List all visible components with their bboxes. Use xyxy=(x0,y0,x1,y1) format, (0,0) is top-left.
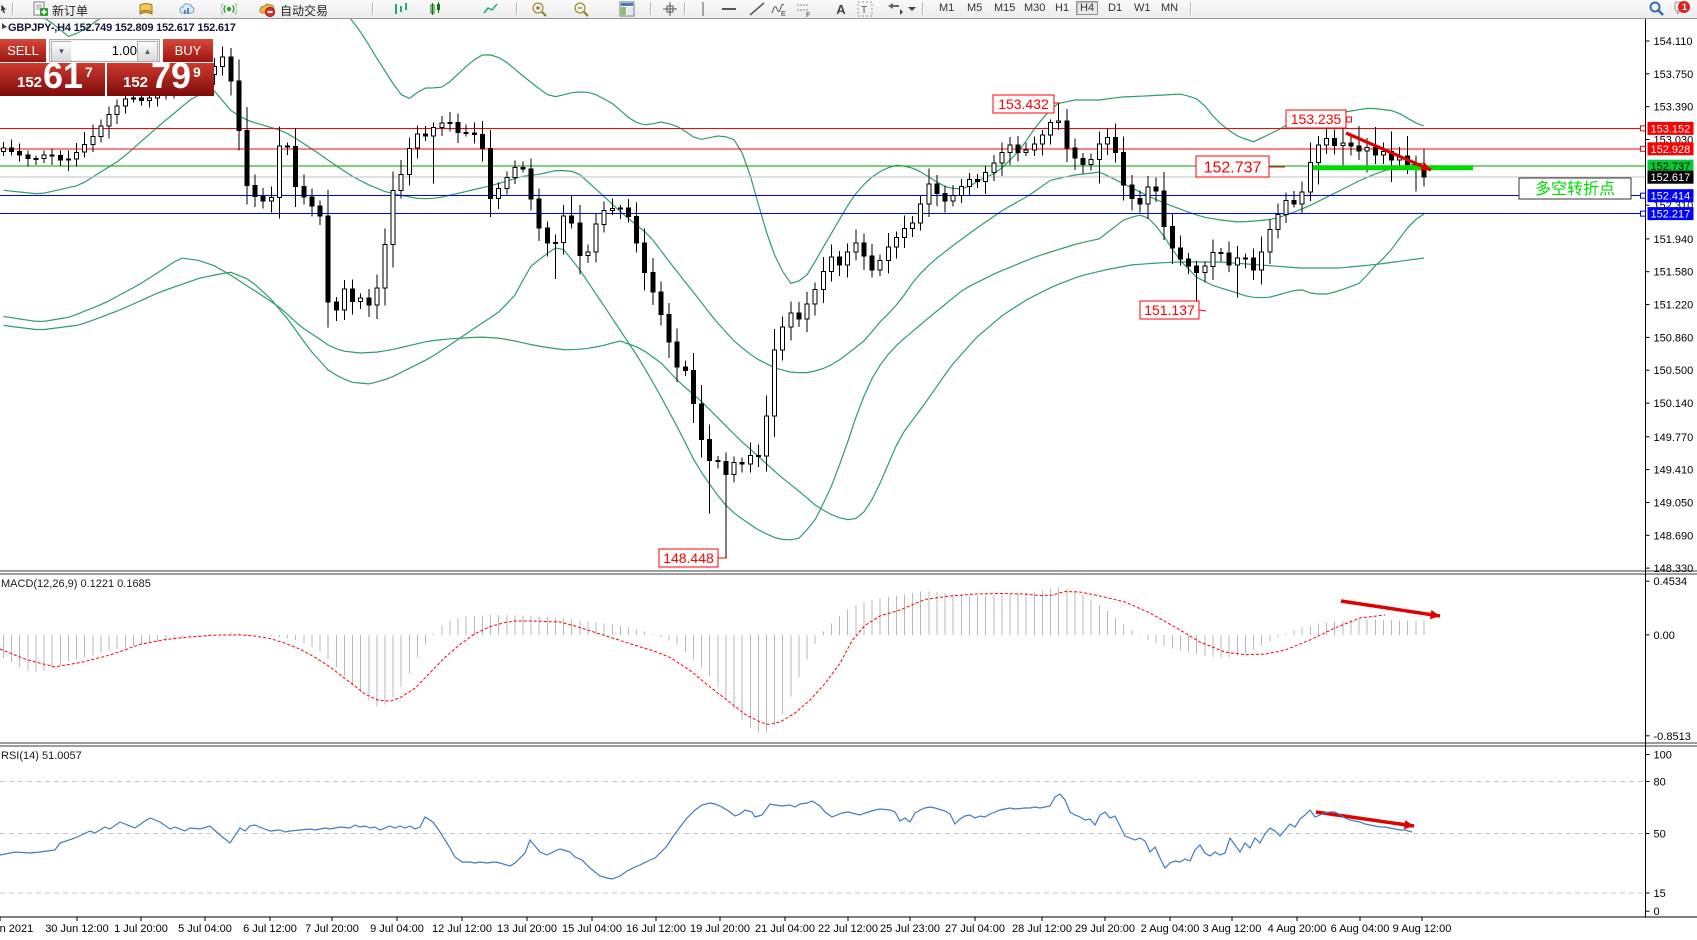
svg-text:-0.8513: -0.8513 xyxy=(1654,731,1691,743)
svg-text:T: T xyxy=(861,5,867,16)
svg-text:3 Aug 12:00: 3 Aug 12:00 xyxy=(1203,923,1262,935)
svg-text:19 Jul 20:00: 19 Jul 20:00 xyxy=(690,923,750,935)
svg-text:153.432: 153.432 xyxy=(998,96,1049,112)
svg-text:148.330: 148.330 xyxy=(1654,563,1694,575)
svg-text:150.500: 150.500 xyxy=(1654,365,1694,377)
svg-text:25 Jul 23:00: 25 Jul 23:00 xyxy=(880,923,940,935)
svg-text:149.050: 149.050 xyxy=(1654,498,1694,510)
svg-text:5 Jul 04:00: 5 Jul 04:00 xyxy=(178,923,232,935)
svg-text:0.4534: 0.4534 xyxy=(1654,576,1688,588)
svg-text:1 Jul 20:00: 1 Jul 20:00 xyxy=(114,923,168,935)
svg-text:13 Jul 20:00: 13 Jul 20:00 xyxy=(497,923,557,935)
svg-text:6 Aug 04:00: 6 Aug 04:00 xyxy=(1331,923,1390,935)
svg-text:151.580: 151.580 xyxy=(1654,267,1694,279)
svg-text:151.940: 151.940 xyxy=(1654,234,1694,246)
svg-text:150.860: 150.860 xyxy=(1654,332,1694,344)
svg-text:F: F xyxy=(806,12,810,17)
svg-text:16 Jul 12:00: 16 Jul 12:00 xyxy=(626,923,686,935)
svg-text:28 Jul 12:00: 28 Jul 12:00 xyxy=(1012,923,1072,935)
svg-text:151.137: 151.137 xyxy=(1144,302,1195,318)
svg-text:9 Aug 12:00: 9 Aug 12:00 xyxy=(1393,923,1452,935)
svg-text:15: 15 xyxy=(1654,888,1666,900)
svg-text:4 Aug 20:00: 4 Aug 20:00 xyxy=(1268,923,1327,935)
svg-text:2 Aug 04:00: 2 Aug 04:00 xyxy=(1141,923,1200,935)
svg-text:RSI(14) 51.0057: RSI(14) 51.0057 xyxy=(1,750,82,762)
svg-text:100: 100 xyxy=(1654,750,1672,762)
svg-text:30 Jun 12:00: 30 Jun 12:00 xyxy=(45,923,109,935)
svg-text:152.217: 152.217 xyxy=(1651,209,1691,221)
svg-text:154.110: 154.110 xyxy=(1654,36,1693,48)
svg-text:152.928: 152.928 xyxy=(1651,144,1691,156)
svg-text:50: 50 xyxy=(1654,829,1666,841)
svg-text:6 Jul 12:00: 6 Jul 12:00 xyxy=(243,923,297,935)
svg-text:152.617: 152.617 xyxy=(1651,172,1691,184)
svg-text:153.235: 153.235 xyxy=(1291,111,1342,127)
svg-text:153.152: 153.152 xyxy=(1651,123,1691,135)
svg-text:多空转折点: 多空转折点 xyxy=(1535,180,1615,198)
svg-text:148.448: 148.448 xyxy=(663,550,714,566)
svg-text:80: 80 xyxy=(1654,777,1666,789)
svg-text:22 Jul 12:00: 22 Jul 12:00 xyxy=(818,923,878,935)
svg-text:152.737: 152.737 xyxy=(1204,159,1262,176)
svg-text:GBPJPY-,H4 152.749 152.809 15: GBPJPY-,H4 152.749 152.809 152.617 152.6… xyxy=(8,22,236,34)
svg-text:150.140: 150.140 xyxy=(1654,398,1694,410)
svg-text:30 Jun 2021: 30 Jun 2021 xyxy=(0,923,33,935)
svg-text:15 Jul 04:00: 15 Jul 04:00 xyxy=(562,923,622,935)
svg-text:153.750: 153.750 xyxy=(1654,69,1694,81)
svg-text:153.390: 153.390 xyxy=(1654,102,1694,114)
svg-text:21 Jul 04:00: 21 Jul 04:00 xyxy=(755,923,815,935)
svg-text:E: E xyxy=(781,11,786,17)
svg-text:12 Jul 12:00: 12 Jul 12:00 xyxy=(432,923,492,935)
svg-text:9 Jul 04:00: 9 Jul 04:00 xyxy=(370,923,424,935)
svg-text:151.220: 151.220 xyxy=(1654,300,1694,312)
svg-text:MACD(12,26,9) 0.1221 0.1685: MACD(12,26,9) 0.1221 0.1685 xyxy=(1,578,151,590)
svg-text:152.414: 152.414 xyxy=(1651,191,1691,203)
svg-text:27 Jul 04:00: 27 Jul 04:00 xyxy=(945,923,1005,935)
svg-text:149.770: 149.770 xyxy=(1654,432,1694,444)
svg-text:148.690: 148.690 xyxy=(1654,530,1694,542)
svg-text:7 Jul 20:00: 7 Jul 20:00 xyxy=(305,923,359,935)
svg-text:1: 1 xyxy=(1682,2,1687,12)
svg-text:0: 0 xyxy=(1654,906,1660,918)
svg-text:0.00: 0.00 xyxy=(1654,630,1675,642)
svg-text:29 Jul 20:00: 29 Jul 20:00 xyxy=(1075,923,1135,935)
svg-text:152.737: 152.737 xyxy=(1651,161,1691,173)
svg-text:149.410: 149.410 xyxy=(1654,465,1694,477)
